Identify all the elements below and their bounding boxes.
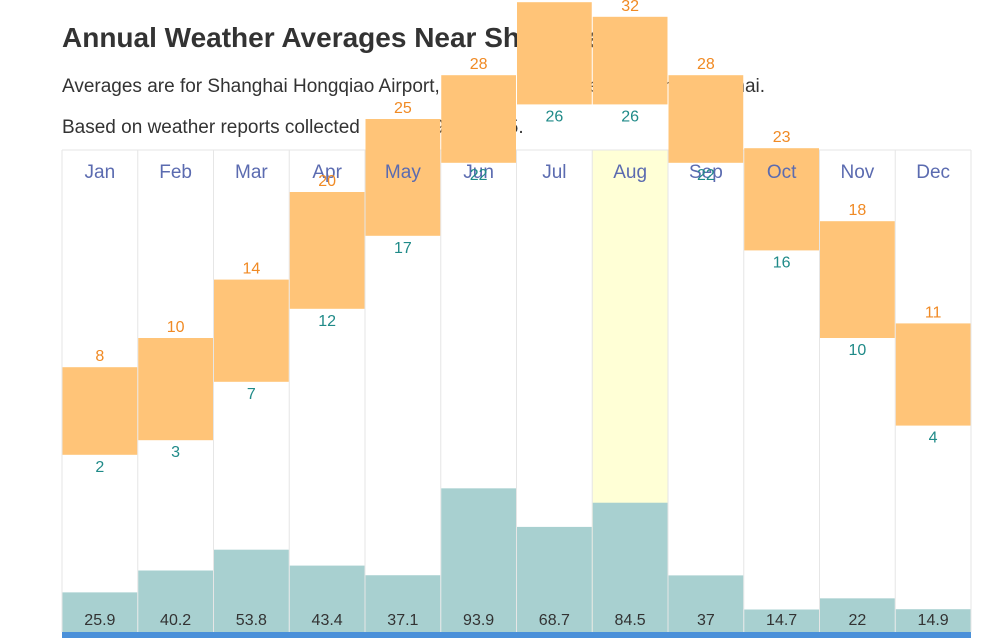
high-temp-label-oct: 23 xyxy=(773,129,791,146)
bottom-rule xyxy=(62,632,971,638)
month-label-sep: Sep xyxy=(689,162,723,183)
low-temp-label-jul: 26 xyxy=(545,108,563,125)
bottom-rule-layer xyxy=(62,632,971,638)
precip-label-mar: 53.8 xyxy=(236,612,267,629)
precip-bar-aug xyxy=(592,502,668,632)
high-temp-label-sep: 28 xyxy=(697,56,715,73)
precip-bar-jan xyxy=(62,592,138,632)
temp-band-may xyxy=(365,119,441,236)
temp-band-sep xyxy=(668,75,744,163)
month-label-may: May xyxy=(385,162,421,183)
precip-label-nov: 22 xyxy=(848,612,866,629)
high-temp-label-dec: 11 xyxy=(925,304,942,321)
precip-bar-jun xyxy=(441,488,516,632)
temp-band-nov xyxy=(820,221,895,338)
precip-label-sep: 37 xyxy=(697,612,715,629)
low-temp-label-feb: 3 xyxy=(171,444,180,461)
month-label-feb: Feb xyxy=(159,162,192,183)
low-temp-label-mar: 7 xyxy=(247,386,256,403)
low-temp-label-jun: 22 xyxy=(470,167,488,184)
month-label-jan: Jan xyxy=(85,162,116,183)
low-temp-label-may: 17 xyxy=(394,240,412,257)
temp-band-apr xyxy=(289,192,365,309)
low-temp-label-aug: 26 xyxy=(621,108,639,125)
low-temp-label-jan: 2 xyxy=(95,459,104,476)
high-temp-label-jun: 28 xyxy=(470,56,488,73)
temp-band-jan xyxy=(62,367,138,455)
high-temp-label-jan: 8 xyxy=(95,348,104,365)
high-temp-label-apr: 20 xyxy=(318,173,336,190)
precip-label-may: 37.1 xyxy=(387,612,418,629)
precip-label-apr: 43.4 xyxy=(312,612,343,629)
high-temp-label-feb: 10 xyxy=(167,319,185,336)
month-label-dec: Dec xyxy=(916,162,950,183)
temp-band-aug xyxy=(592,16,668,105)
precip-label-aug: 84.5 xyxy=(615,612,646,629)
high-temp-label-nov: 18 xyxy=(848,202,866,219)
precip-label-jan: 25.9 xyxy=(84,612,115,629)
high-temp-label-aug: 32 xyxy=(621,0,639,15)
temp-band-oct xyxy=(744,148,819,251)
precip-bar-sep xyxy=(668,575,744,632)
precip-label-jun: 93.9 xyxy=(463,612,494,629)
high-temp-label-may: 25 xyxy=(394,100,412,117)
month-label-oct: Oct xyxy=(767,162,797,183)
high-temp-label-mar: 14 xyxy=(242,261,260,278)
low-temp-label-sep: 22 xyxy=(697,167,715,184)
grid-layer xyxy=(61,149,972,632)
temp-band-jun xyxy=(441,75,516,163)
temp-band-dec xyxy=(895,323,971,426)
month-label-jul: Jul xyxy=(542,162,566,183)
precip-label-jul: 68.7 xyxy=(539,612,570,629)
temp-band-jul xyxy=(517,2,592,105)
low-temp-label-apr: 12 xyxy=(318,313,336,330)
precip-bar-nov xyxy=(820,598,895,632)
precip-label-dec: 14.9 xyxy=(918,612,949,629)
month-label-nov: Nov xyxy=(840,162,874,183)
precip-label-oct: 14.7 xyxy=(766,612,797,629)
precip-bar-dec xyxy=(895,609,971,632)
temperature-band-layer xyxy=(62,2,971,455)
precipitation-layer xyxy=(62,488,971,632)
precip-bar-mar xyxy=(214,549,289,632)
low-temp-label-dec: 4 xyxy=(929,430,938,447)
precip-bar-jul xyxy=(517,526,592,632)
precip-label-feb: 40.2 xyxy=(160,612,191,629)
temp-band-mar xyxy=(214,279,289,382)
precip-bar-may xyxy=(365,575,441,632)
month-label-jun: Jun xyxy=(463,162,494,183)
low-temp-label-nov: 10 xyxy=(848,342,866,359)
month-label-aug: Aug xyxy=(613,162,647,183)
low-temp-label-oct: 16 xyxy=(773,254,791,271)
month-label-mar: Mar xyxy=(235,162,268,183)
precip-bar-feb xyxy=(138,570,213,632)
month-label-apr: Apr xyxy=(312,162,342,183)
temp-band-feb xyxy=(138,338,213,441)
precip-bar-apr xyxy=(289,565,365,632)
precip-bar-oct xyxy=(744,609,819,632)
